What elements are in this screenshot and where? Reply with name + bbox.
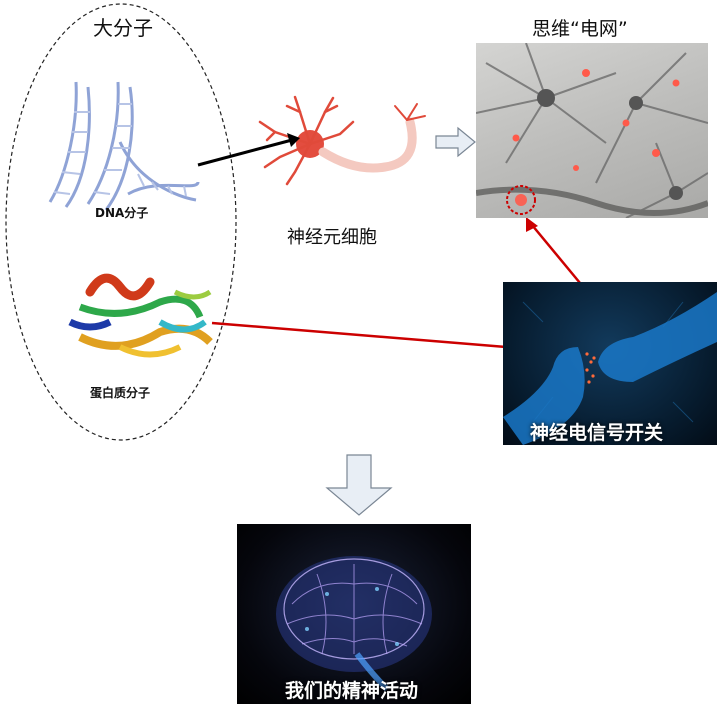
dna-helix-2 [86, 81, 134, 211]
neuron-label: 神经元细胞 [287, 227, 377, 248]
brain-image [237, 524, 471, 704]
macromolecule-title: 大分子 [93, 16, 153, 40]
arrow-neuron-to-network [435, 126, 476, 158]
neural-network-image [476, 43, 708, 218]
brain-graphic [276, 556, 432, 692]
dna-illustration [48, 81, 200, 211]
macromolecule-ellipse [5, 3, 237, 441]
brain-caption: 我们的精神活动 [285, 680, 419, 702]
network-title: 思维“电网” [532, 18, 628, 40]
neural-network-graphic [476, 43, 708, 218]
synapse-graphic [503, 292, 717, 445]
dna-helix-3 [118, 141, 200, 202]
dna-label: DNA分子 [95, 206, 149, 220]
dna-helix-1 [48, 81, 91, 208]
synapse-image [503, 282, 717, 445]
protein-label: 蛋白质分子 [90, 386, 151, 400]
neuron-cell-illustration [258, 95, 426, 186]
arrow-synapse-to-network [526, 217, 581, 284]
synapse-caption: 神经电信号开关 [530, 422, 664, 444]
line-protein-to-synapse [211, 321, 507, 349]
arrow-down-to-brain [325, 454, 393, 516]
protein-illustration [68, 273, 213, 358]
arrow-dna-to-neuron [197, 133, 300, 167]
